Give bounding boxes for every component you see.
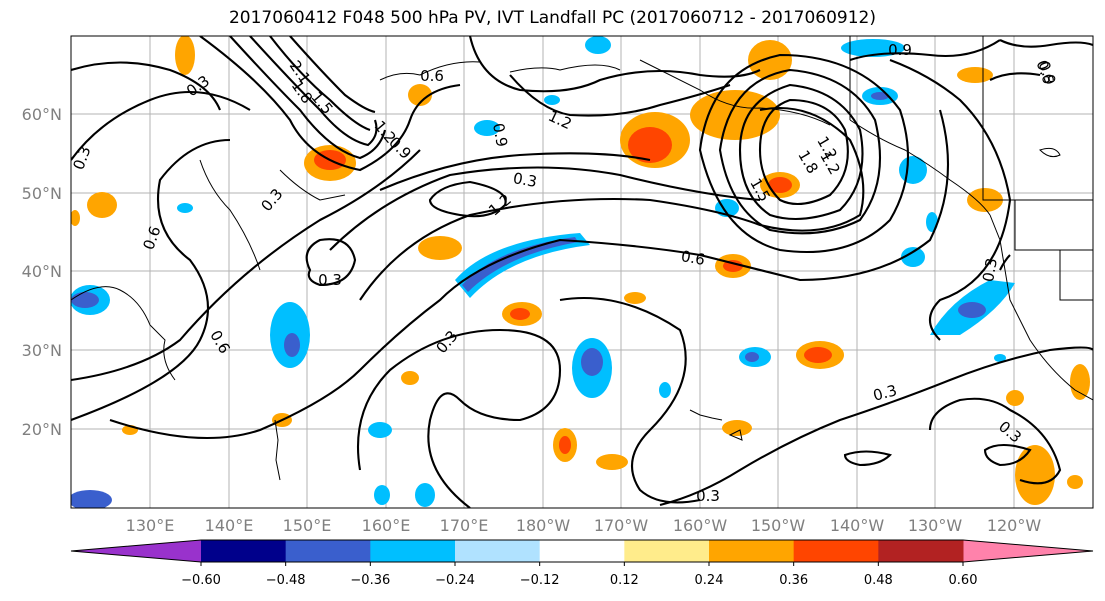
colorbar-segment	[455, 540, 541, 562]
longitude-label: 180°W	[516, 516, 571, 535]
colorbar-segment	[201, 540, 287, 562]
latitude-labels: 60°N 50°N 40°N 30°N 20°N	[22, 105, 62, 439]
contour-label: 0.9	[489, 122, 511, 149]
colorbar-tick-label: −0.48	[266, 573, 306, 588]
colorbar-extend-low	[71, 540, 201, 562]
colorbar-tick-label: 0.12	[610, 573, 639, 588]
contour-label: 0.3	[512, 169, 539, 191]
colorbar-tick-label: 0.48	[864, 573, 893, 588]
colorbar-segment	[793, 540, 879, 562]
colorbar-tick-label: −0.12	[520, 573, 560, 588]
longitude-label: 120°W	[987, 516, 1042, 535]
colorbar-segment	[624, 540, 710, 562]
colorbar-segment	[709, 540, 795, 562]
latitude-label: 50°N	[22, 184, 62, 203]
map-border	[70, 35, 1094, 509]
colorbar-segment	[878, 540, 964, 562]
pv-contours	[71, 36, 1093, 508]
colorbar-tick-label: −0.24	[435, 573, 475, 588]
longitude-label: 130°E	[126, 516, 175, 535]
longitude-labels: 130°E 140°E 150°E 160°E 170°E 180°W 170°W 160°W…	[126, 516, 1042, 535]
latitude-label: 30°N	[22, 341, 62, 360]
map-title: 2017060412 F048 500 hPa PV, IVT Landfall…	[228, 8, 876, 28]
longitude-label: 140°W	[830, 516, 885, 535]
colorbar: −0.60 −0.48 −0.36 −0.24 −0.12 0.12 0.24 0.36 0.4…	[70, 539, 1094, 588]
latitude-label: 60°N	[22, 105, 62, 124]
coastlines	[71, 36, 1093, 481]
latitude-label: 20°N	[22, 420, 62, 439]
colorbar-extend-high	[963, 540, 1093, 562]
latitude-label: 40°N	[22, 262, 62, 281]
colorbar-tick-label: 0.60	[949, 573, 978, 588]
longitude-label: 140°E	[205, 516, 254, 535]
contour-label: 0.3	[318, 271, 342, 289]
longitude-label: 170°W	[594, 516, 649, 535]
contour-label: 0.3	[69, 144, 94, 173]
contour-label: 0.6	[680, 247, 707, 269]
colorbar-tick-label: 0.24	[695, 573, 724, 588]
longitude-label: 130°W	[908, 516, 963, 535]
longitude-label: 150°E	[283, 516, 332, 535]
longitude-label: 160°W	[673, 516, 728, 535]
contour-label: 0.3	[871, 381, 899, 405]
colorbar-segment	[285, 540, 371, 562]
colorbar-segment	[539, 540, 625, 562]
longitude-label: 170°E	[440, 516, 489, 535]
contour-label: 0.3	[696, 487, 720, 505]
shading-negative	[71, 36, 1015, 508]
longitude-label: 150°W	[751, 516, 806, 535]
colorbar-tick-label: −0.36	[350, 573, 390, 588]
colorbar-tick-label: −0.60	[181, 573, 221, 588]
contour-label: 0.3	[979, 257, 1001, 284]
colorbar-segment	[370, 540, 456, 562]
colorbar-tick-label: 0.36	[779, 573, 808, 588]
contour-label: 0.6	[420, 67, 444, 85]
longitude-label: 160°E	[362, 516, 411, 535]
contour-label: 0.9	[888, 41, 912, 59]
